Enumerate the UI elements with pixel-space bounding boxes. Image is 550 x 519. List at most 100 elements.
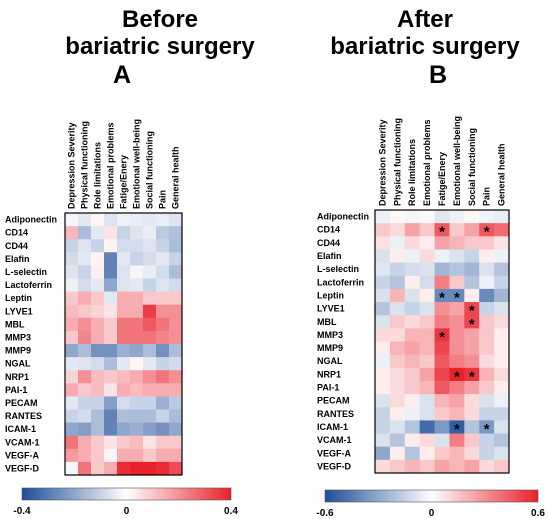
heatmap-a-column-label: General health [171,146,181,209]
heatmap-b-cell-0-1 [389,210,406,224]
heatmap-a-cell-2-3 [104,239,118,253]
heatmap-a-cell-18-2 [91,448,105,463]
heatmap-b-row-label: MMP9 [317,343,343,353]
heatmap-a-cell-5-7 [156,278,170,292]
heatmap-a-cell-3-7 [156,252,170,266]
heatmap-a-cell-1-2 [91,226,105,240]
heatmap-b-cell-9-2 [404,328,421,342]
heatmap-b-cell-16-8 [494,420,510,434]
heatmap-a-row-label: VEGF-D [5,463,40,473]
heatmap-a-cell-8-6 [143,317,157,332]
heatmap-a-cell-2-0 [65,239,79,253]
heatmap-b-cell-13-1 [389,380,406,395]
heatmap-b-frame [374,209,510,474]
heatmap-a-cell-2-6 [143,239,157,253]
heatmap-b-column-label: Physical functioning [392,118,402,206]
heatmap-b-cell-7-0 [375,302,391,316]
heatmap-a-cell-2-5 [130,239,144,253]
heatmap-a-cell-2-4 [117,239,131,253]
heatmap-b-row-label: NGAL [317,356,343,366]
heatmap-b-cell-10-2 [404,341,421,356]
heatmap-b-cell-18-8 [494,446,510,461]
heatmap-a-cell-9-7 [156,330,170,345]
heatmap-b-cell-3-8 [494,249,510,263]
heatmap-a-cell-14-5 [130,396,144,410]
heatmap-a-cell-13-2 [91,383,105,397]
panel-b-title-line1: After [396,6,453,33]
heatmap-a-cell-1-6 [143,226,157,240]
heatmap-a-cell-14-0 [65,396,79,410]
heatmap-b-significance-star: * [454,289,460,306]
heatmap-b-cell-7-4 [434,302,450,316]
heatmap-a-cell-0-2 [91,213,105,227]
heatmap-a-cell-19-1 [78,461,92,476]
heatmap-a-cell-6-4 [117,291,131,306]
heatmap-b-cell-12-6 [464,367,480,382]
heatmap-b-column-label: General health [497,143,507,206]
heatmap-b-row-label: Adiponectin [317,212,369,222]
heatmap-b-cell-10-3 [419,341,435,356]
heatmap-b-cell-6-4 [434,288,450,303]
heatmap-b-cell-10-1 [389,341,406,356]
heatmap-b-cell-2-1 [389,236,406,250]
heatmap-a-cell-18-5 [130,448,144,463]
heatmap-a-cell-10-3 [104,344,118,358]
heatmap-a-cell-17-5 [130,435,144,450]
heatmap-b-cell-4-5 [449,262,465,277]
heatmap-b-cell-3-4 [434,249,450,263]
heatmap-b-cell-18-1 [389,446,406,461]
heatmap-b-cell-13-0 [375,380,391,395]
heatmap-a-row-label: NGAL [5,359,31,369]
heatmap-b-row-label: PECAM [317,396,350,406]
heatmap-b-cell-9-1 [389,328,406,342]
heatmap-b-cell-8-8 [494,315,510,329]
heatmap-b-row-label: RANTES [317,409,354,419]
heatmap-b-cell-7-1 [389,302,406,316]
heatmap-a-column-label: Emotional well-being [132,119,142,209]
heatmap-a-column-label: Pain [158,190,168,209]
heatmap-b-cell-8-3 [419,315,435,329]
heatmap-b-cell-18-0 [375,446,391,461]
heatmap-b-cell-6-1 [389,288,406,303]
heatmap-a-frame [64,212,183,476]
heatmap-a-cell-17-3 [104,435,118,450]
heatmap-b-cell-8-7 [479,315,495,329]
heatmap-a-cell-4-0 [65,265,79,279]
heatmap-b-column-label: Social functioning [467,128,477,206]
heatmap-b-cell-19-7 [479,459,495,474]
heatmap-b-cell-12-3 [419,367,435,382]
heatmap-b-cell-5-8 [494,275,510,290]
heatmap-b-cell-14-3 [419,394,435,408]
heatmap-a-cell-15-2 [91,409,105,423]
heatmap-b-cell-11-7 [479,354,495,369]
heatmap-b-cell-19-6 [464,459,480,474]
heatmap-a-cell-0-4 [117,213,131,227]
heatmap-a-cell-12-5 [130,370,144,384]
heatmap-b-column-label: Emotional problems [422,119,432,206]
heatmap-a-cell-14-4 [117,396,131,410]
heatmap-a-cell-11-4 [117,357,131,371]
heatmap-a-cell-17-8 [169,435,183,450]
heatmap-b-cell-7-5 [449,302,465,316]
heatmap-a-cell-15-4 [117,409,131,423]
heatmap-a-cell-6-7 [156,291,170,306]
heatmap-a-column-label: Social functioning [145,131,155,209]
heatmap-a-cell-10-1 [78,344,92,358]
heatmap-a-cell-12-8 [169,370,183,384]
heatmap-b-row-label: ICAM-1 [317,422,348,432]
heatmap-b-cell-3-6 [464,249,480,263]
panel-a-title-line1: Before [121,6,199,33]
heatmap-a-cell-10-0 [65,344,79,358]
heatmap-a-cell-15-0 [65,409,79,423]
heatmap-b-cell-9-7 [479,328,495,342]
heatmap-a-cell-12-0 [65,370,79,384]
heatmap-a-cell-18-6 [143,448,157,463]
heatmap-a-row-label: L-selectin [5,267,47,277]
heatmap-b-cell-6-7 [479,288,495,303]
heatmap-a-row-label: CD14 [5,228,28,238]
heatmap-a-cell-6-8 [169,291,183,306]
heatmap-a-cell-14-6 [143,396,157,410]
heatmap-a-cell-3-3 [104,252,118,266]
heatmap-b-cell-9-8 [494,328,510,342]
heatmap-a-cell-14-8 [169,396,183,410]
